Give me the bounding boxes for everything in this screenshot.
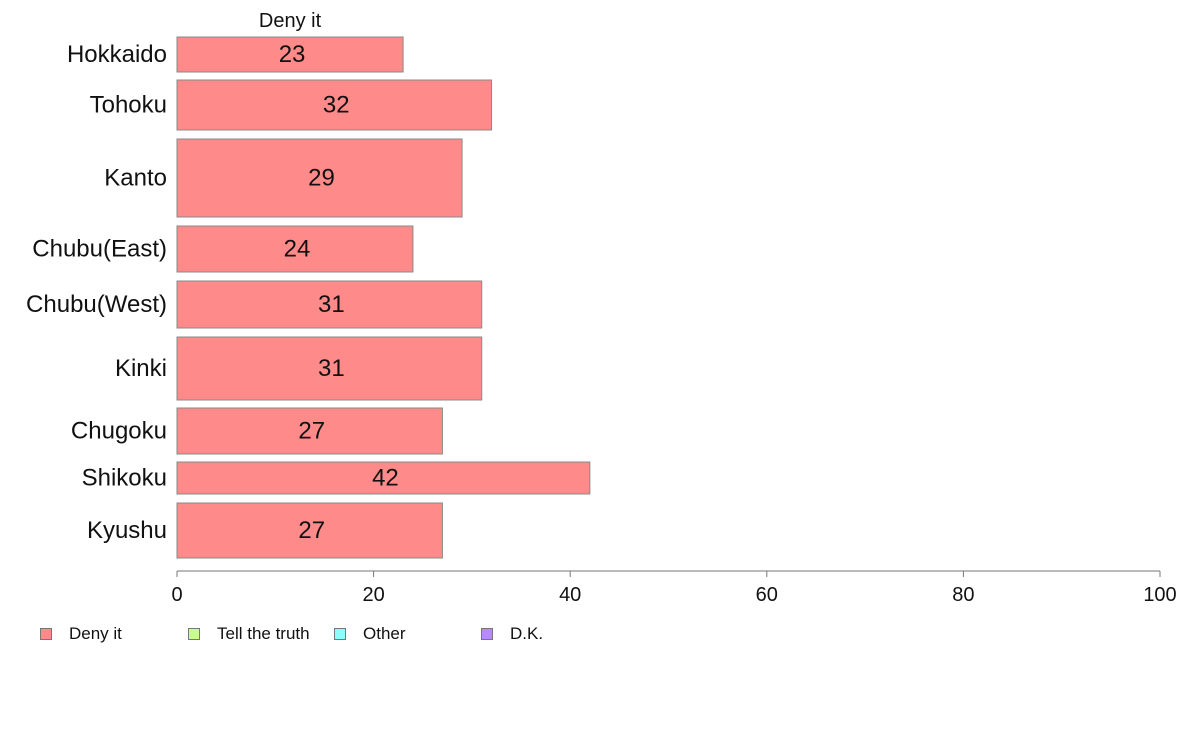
legend-swatch-deny-it — [40, 628, 52, 640]
legend-item-dk: D.K. — [481, 624, 543, 644]
bar-chubu-west — [176, 280, 483, 329]
category-label-kinki: Kinki — [115, 355, 167, 382]
value-label-kanto: 29 — [308, 165, 335, 192]
legend-label-deny-it: Deny it — [69, 624, 122, 643]
x-tick-label-100: 100 — [1143, 584, 1176, 606]
bar-kanto — [176, 138, 463, 218]
category-label-chubu-east: Chubu(East) — [32, 236, 167, 263]
value-label-kyushu: 27 — [298, 517, 325, 544]
bar-kinki — [176, 336, 483, 401]
legend-item-other: Other — [334, 624, 406, 644]
bar-chubu-east — [176, 225, 414, 273]
value-label-tohoku: 32 — [323, 92, 350, 119]
legend-label-other: Other — [363, 624, 406, 643]
x-tick-label-40: 40 — [559, 584, 581, 606]
category-label-tohoku: Tohoku — [90, 92, 167, 119]
x-axis: 0 20 40 60 80 100 — [171, 570, 1177, 606]
value-label-kinki: 31 — [318, 355, 345, 382]
value-label-chubu-west: 31 — [318, 291, 345, 318]
x-tick-label-60: 60 — [756, 584, 778, 606]
category-label-kyushu: Kyushu — [87, 517, 167, 544]
category-label-hokkaido: Hokkaido — [67, 41, 167, 68]
legend-label-tell-the-truth: Tell the truth — [217, 624, 310, 643]
legend-item-tell-the-truth: Tell the truth — [188, 624, 310, 644]
value-label-chubu-east: 24 — [284, 236, 311, 263]
legend-item-deny-it: Deny it — [40, 624, 122, 644]
value-label-shikoku: 42 — [372, 465, 399, 492]
category-label-chubu-west: Chubu(West) — [26, 291, 167, 318]
value-label-hokkaido: 23 — [279, 41, 306, 68]
bar-tohoku — [176, 79, 493, 131]
legend-label-dk: D.K. — [510, 624, 544, 643]
x-tick-label-0: 0 — [171, 584, 182, 606]
x-tick-label-20: 20 — [362, 584, 384, 606]
bar-shikoku — [176, 461, 591, 495]
bar-chugoku — [176, 407, 443, 455]
category-label-kanto: Kanto — [104, 165, 167, 192]
legend: Deny it Tell the truth Other D.K. — [40, 624, 640, 646]
chart-title: Deny it — [259, 10, 322, 32]
legend-swatch-tell-the-truth — [188, 628, 200, 640]
legend-swatch-dk — [481, 628, 493, 640]
x-tick-label-80: 80 — [952, 584, 974, 606]
category-label-chugoku: Chugoku — [71, 418, 167, 445]
category-label-shikoku: Shikoku — [82, 465, 167, 492]
value-label-chugoku: 27 — [298, 418, 325, 445]
legend-swatch-other — [334, 628, 346, 640]
bar-hokkaido — [176, 36, 404, 73]
bars-group: Hokkaido 23 Tohoku 32 Kanto 29 Chubu(East) 24 Ch… — [26, 36, 591, 559]
bar-kyushu — [176, 502, 443, 559]
